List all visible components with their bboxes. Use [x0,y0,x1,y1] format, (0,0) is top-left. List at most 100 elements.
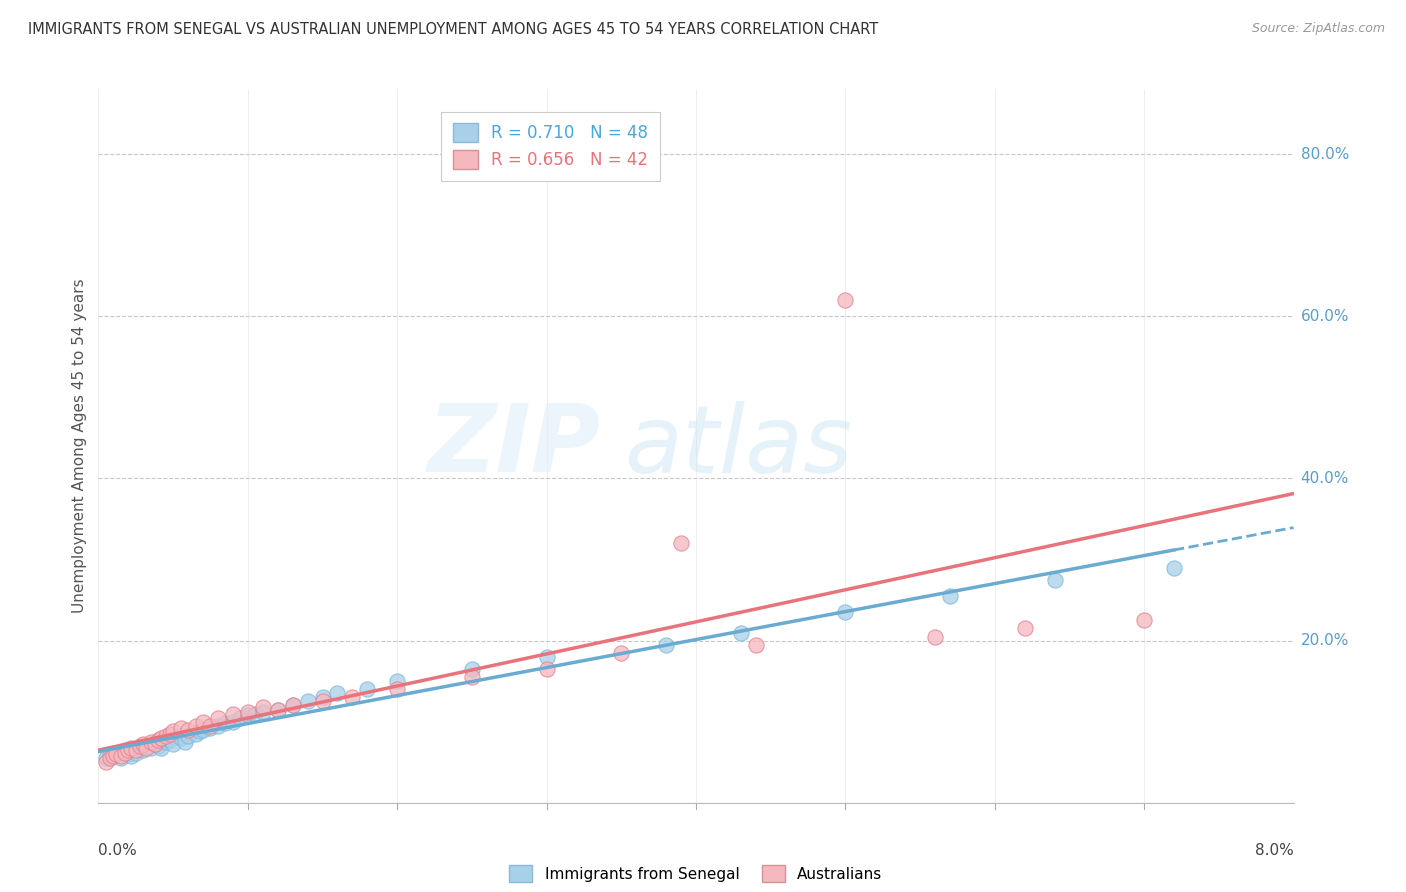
Point [135,740,157,755]
Point [229,711,252,725]
Point [105,746,128,760]
Point [745,638,768,652]
Point [103,748,125,763]
Point [143,738,166,752]
Y-axis label: Unemployment Among Ages 45 to 54 years: Unemployment Among Ages 45 to 54 years [72,278,87,614]
Point [326,686,349,700]
Point [669,536,692,550]
Point [655,638,678,652]
Point [236,708,259,723]
Point [252,705,274,719]
Point [114,743,136,757]
Point [207,711,229,725]
Point [834,293,856,307]
Point [610,646,633,660]
Point [98,747,122,761]
Point [110,751,132,765]
Point [155,729,177,743]
Point [105,747,128,761]
Text: 80.0%: 80.0% [1301,146,1348,161]
Point [139,740,162,755]
Point [356,682,378,697]
Text: 20.0%: 20.0% [1301,633,1348,648]
Point [110,748,132,763]
Text: 0.0%: 0.0% [98,843,138,858]
Point [222,706,245,721]
Point [125,743,148,757]
Point [245,706,267,721]
Point [939,589,962,603]
Point [174,735,197,749]
Point [143,738,166,752]
Point [281,698,304,713]
Point [169,731,191,745]
Point [162,738,184,752]
Point [125,746,148,760]
Point [834,605,856,619]
Point [177,723,200,737]
Point [162,724,184,739]
Point [117,743,139,757]
Point [461,670,484,684]
Point [120,740,142,755]
Point [461,662,484,676]
Point [191,723,214,737]
Point [385,674,409,689]
Text: ZIP: ZIP [427,400,600,492]
Text: 60.0%: 60.0% [1301,309,1348,324]
Point [1133,613,1156,627]
Point [98,751,122,765]
Point [385,682,409,697]
Point [159,732,181,747]
Point [342,690,364,705]
Point [184,719,207,733]
Point [236,705,259,719]
Point [207,719,229,733]
Point [297,694,319,708]
Point [150,731,173,745]
Point [311,694,333,708]
Text: 8.0%: 8.0% [1254,843,1294,858]
Point [129,740,152,755]
Point [536,649,558,664]
Point [281,698,304,713]
Point [214,716,236,731]
Point [267,702,290,716]
Point [148,732,170,747]
Point [114,746,136,760]
Point [148,739,170,753]
Point [1043,573,1066,587]
Point [924,630,946,644]
Point [177,729,200,743]
Point [150,740,173,755]
Point [169,721,191,735]
Point [191,714,214,729]
Point [1163,560,1185,574]
Point [184,727,207,741]
Point [1014,622,1036,636]
Point [222,714,245,729]
Point [103,748,125,763]
Point [132,738,155,752]
Point [117,747,139,761]
Text: 40.0%: 40.0% [1301,471,1348,486]
Point [159,727,181,741]
Text: IMMIGRANTS FROM SENEGAL VS AUSTRALIAN UNEMPLOYMENT AMONG AGES 45 TO 54 YEARS COR: IMMIGRANTS FROM SENEGAL VS AUSTRALIAN UN… [28,22,879,37]
Point [139,735,162,749]
Point [536,662,558,676]
Point [132,743,155,757]
Point [94,751,117,765]
Point [730,625,752,640]
Point [252,700,274,714]
Point [311,690,333,705]
Legend: Immigrants from Senegal, Australians: Immigrants from Senegal, Australians [503,859,889,888]
Point [129,739,152,753]
Point [188,724,211,739]
Point [155,735,177,749]
Point [200,719,222,733]
Point [135,739,157,753]
Point [94,756,117,770]
Text: atlas: atlas [624,401,852,491]
Point [200,721,222,735]
Point [120,748,142,763]
